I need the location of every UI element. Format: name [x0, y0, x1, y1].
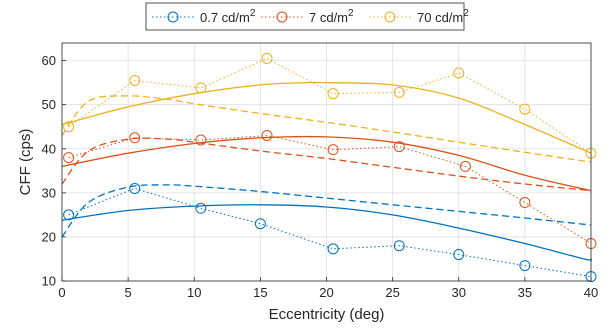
fit-solid-line [61, 204, 593, 261]
legend-label: 0.7 cd/m2 [200, 8, 256, 25]
data-point [261, 130, 273, 142]
data-point [519, 260, 531, 272]
data-point [393, 240, 405, 252]
legend-label-superscript: 2 [463, 8, 469, 19]
y-tick-label: 50 [42, 97, 56, 112]
data-point [63, 121, 75, 133]
legend-box [145, 2, 465, 31]
measured-dotted-line [68, 135, 592, 244]
x-tick-label: 35 [518, 285, 532, 300]
legend-entry-1: 0.7 cd/m2 [152, 8, 256, 25]
y-tick-label: 10 [42, 274, 56, 289]
ticks: 0 5 10 15 20 25 30 35 40 10 20 30 40 50 60 [42, 53, 599, 300]
series-layer [61, 52, 597, 283]
y-tick-label: 30 [42, 185, 56, 200]
data-point [327, 243, 339, 255]
x-tick-label: 30 [452, 285, 466, 300]
legend-label: 70 cd/m2 [417, 8, 469, 25]
data-point [453, 249, 465, 261]
data-point [459, 160, 471, 172]
y-axis-label: CFF (cps) [17, 129, 34, 196]
x-tick-label: 15 [253, 285, 267, 300]
legend-entry-2: 7 cd/m2 [261, 8, 354, 25]
legend-marker [167, 11, 179, 23]
legend-label: 7 cd/m2 [309, 8, 354, 25]
legend-marker [384, 11, 396, 23]
data-point [261, 52, 273, 64]
x-tick-label: 5 [125, 285, 132, 300]
x-axis-label: Eccentricity (deg) [269, 306, 385, 323]
data-point [393, 141, 405, 153]
fit-dashed-line [61, 137, 592, 192]
x-tick-label: 10 [187, 285, 201, 300]
data-point [129, 182, 141, 194]
legend-label-superscript: 2 [250, 8, 256, 19]
data-point [519, 197, 531, 209]
data-point [327, 88, 339, 100]
data-point [254, 218, 266, 230]
legend-label-superscript: 2 [348, 8, 354, 19]
data-point [129, 132, 141, 144]
y-tick-label: 60 [42, 53, 56, 68]
series-1 [61, 182, 597, 283]
legend: 0.7 cd/m2 7 cd/m2 70 cd/m2 [145, 2, 469, 31]
fit-solid-line [61, 135, 592, 192]
data-point [63, 152, 75, 164]
data-point [63, 209, 75, 221]
data-point [195, 202, 207, 214]
data-point [393, 86, 405, 98]
data-point [519, 103, 531, 115]
fit-solid-line [61, 81, 592, 154]
fit-dashed-line [61, 184, 592, 238]
data-point [453, 67, 465, 79]
x-tick-label: 25 [385, 285, 399, 300]
x-tick-label: 40 [584, 285, 598, 300]
series-2 [61, 130, 597, 250]
data-point [327, 144, 339, 156]
y-tick-label: 20 [42, 229, 56, 244]
data-point [195, 134, 207, 146]
x-tick-label: 0 [58, 285, 65, 300]
fit-dashed-line [61, 95, 592, 163]
data-point [195, 82, 207, 94]
x-tick-label: 20 [319, 285, 333, 300]
legend-marker [276, 11, 288, 23]
y-tick-label: 40 [42, 141, 56, 156]
data-point [129, 74, 141, 86]
legend-entry-3: 70 cd/m2 [369, 8, 469, 25]
